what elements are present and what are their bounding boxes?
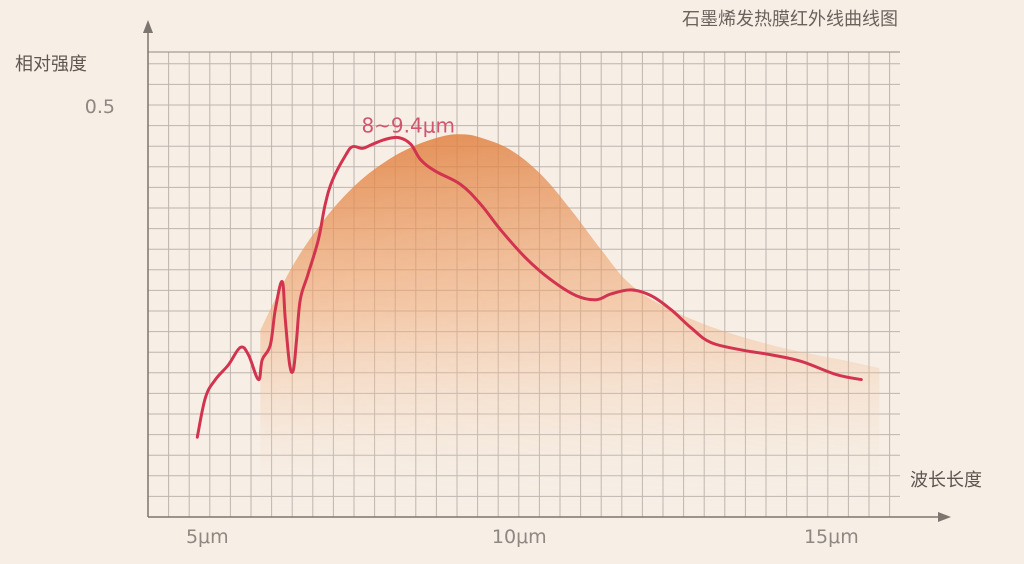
area-series	[260, 134, 880, 518]
y-axis-label: 相对强度	[15, 54, 87, 75]
y-tick-label: 0.5	[85, 96, 115, 118]
y-axis-arrow-icon	[143, 20, 153, 33]
x-tick-label: 10μm	[492, 526, 547, 548]
line-series	[195, 135, 863, 439]
x-tick-label: 15μm	[804, 526, 859, 548]
x-axis-arrow-icon	[938, 512, 951, 522]
y-axis	[143, 20, 153, 517]
peak-range-annotation: 8~9.4μm	[361, 113, 455, 137]
x-axis-label: 波长长度	[910, 470, 982, 491]
x-axis	[148, 512, 951, 522]
chart-title: 石墨烯发热膜红外线曲线图	[682, 9, 898, 30]
x-tick-label: 5μm	[186, 526, 229, 548]
